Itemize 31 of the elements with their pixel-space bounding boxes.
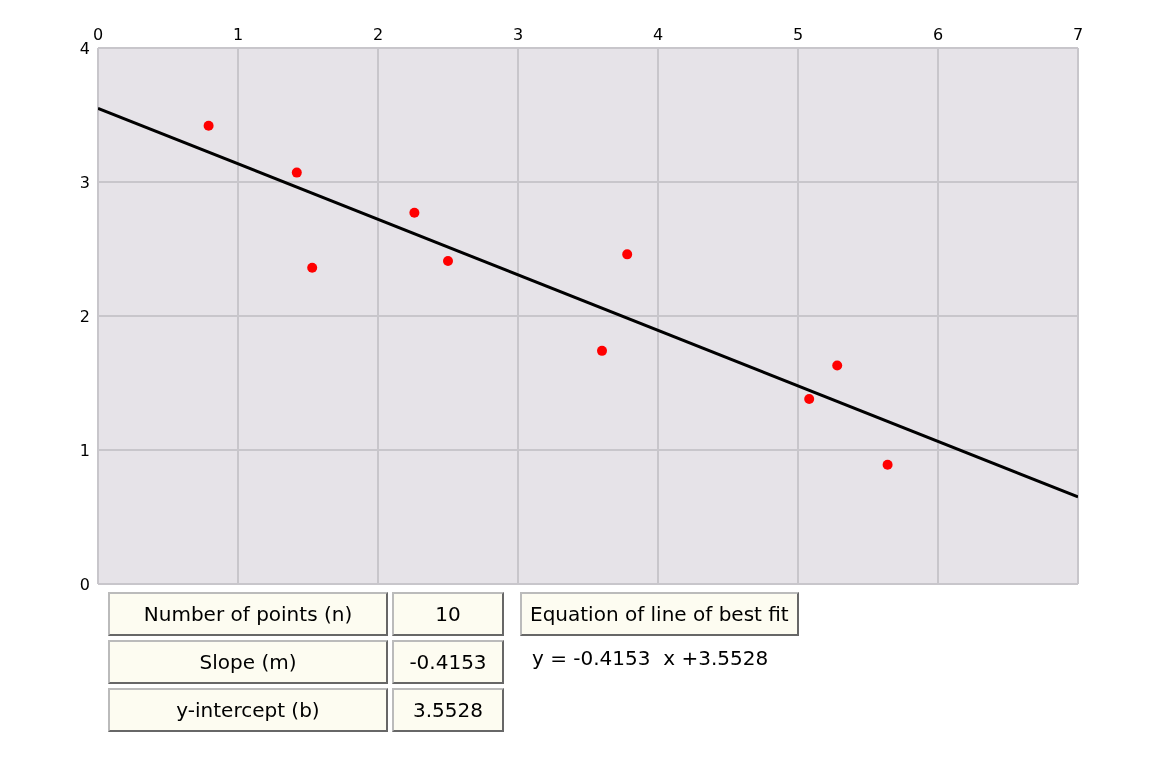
x-tick-label: 1 bbox=[232, 25, 244, 44]
y-tick-label: 3 bbox=[79, 172, 90, 192]
y-tick-label: 0 bbox=[79, 574, 90, 594]
y-tick-label: 1 bbox=[79, 440, 90, 460]
point bbox=[882, 459, 893, 470]
point bbox=[832, 360, 843, 371]
x-tick-label: 4 bbox=[652, 25, 664, 44]
text: y-intercept (b) bbox=[108, 688, 388, 732]
point bbox=[409, 207, 420, 218]
text: Number of points (n) bbox=[108, 592, 388, 636]
x-tick-label: 2 bbox=[372, 25, 384, 44]
text: y = -0.4153 x +3.5528 bbox=[531, 645, 770, 672]
x-tick-label: 3 bbox=[512, 25, 524, 44]
y-tick-label: 4 bbox=[79, 38, 90, 58]
text: -0.4153 bbox=[392, 640, 504, 684]
point bbox=[291, 167, 302, 178]
text: Slope (m) bbox=[108, 640, 388, 684]
x-tick-label: 0 bbox=[92, 25, 104, 44]
y-tick-label: 2 bbox=[79, 306, 90, 326]
point bbox=[804, 394, 815, 405]
text: 3.5528 bbox=[392, 688, 504, 732]
x-tick-label: 5 bbox=[792, 25, 804, 44]
point bbox=[622, 249, 633, 260]
point bbox=[443, 256, 453, 267]
point bbox=[203, 120, 214, 131]
x-tick-label: 7 bbox=[1072, 25, 1084, 44]
point bbox=[597, 345, 607, 356]
point bbox=[307, 262, 318, 273]
text: 10 bbox=[392, 592, 504, 636]
x-tick-label: 6 bbox=[932, 25, 944, 44]
text: Equation of line of best fit bbox=[520, 592, 799, 636]
